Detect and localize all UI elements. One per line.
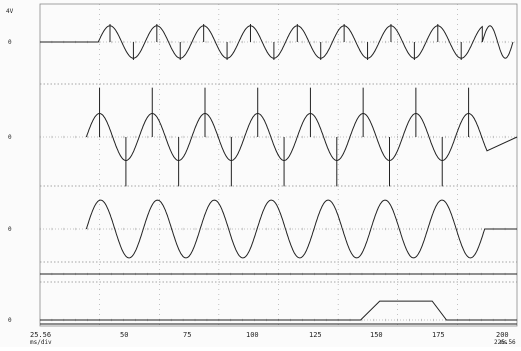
x-tick-label-5: 150 [370, 331, 383, 339]
x-tick-label-2: 75 [183, 331, 191, 339]
panel-3-zero-label: 0 [8, 226, 12, 233]
grid-layer [39, 3, 518, 327]
x-tick-label-4: 125 [309, 331, 322, 339]
panel-3-trace-1 [85, 199, 517, 259]
panel-1-top-label: 4V [6, 8, 14, 15]
x-bottom-left-label: ms/div [30, 339, 52, 346]
panel-2-zero-label: 0 [8, 134, 12, 141]
x-unit-label: ms [500, 339, 508, 346]
x-tick-label-7: 200 [496, 331, 509, 339]
panel-2-trace-1 [85, 113, 518, 162]
x-tick-label-6: 175 [432, 331, 445, 339]
trace-layer [40, 24, 518, 321]
panel-1-zero-label: 0 [8, 39, 12, 46]
x-tick-label-8: 225.56 [494, 339, 516, 346]
x-tick-label-1: 50 [120, 331, 128, 339]
label-layer: 25.56 50 75 100 125 150 175 200 225.56 m… [6, 8, 516, 346]
x-tick-label-0: 25.56 [30, 331, 51, 339]
panel-5-zero-label: 0 [8, 317, 12, 324]
x-tick-label-3: 100 [246, 331, 259, 339]
panel-5-trace-1 [40, 300, 517, 321]
panel-1-trace-1 [40, 25, 514, 59]
